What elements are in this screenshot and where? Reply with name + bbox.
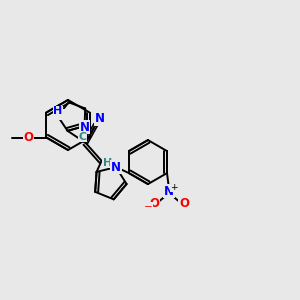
Text: O: O	[179, 196, 189, 210]
Text: N: N	[94, 112, 105, 125]
Text: H: H	[56, 109, 64, 119]
Text: N: N	[80, 121, 90, 134]
Text: H: H	[103, 158, 112, 168]
Text: +: +	[170, 183, 178, 192]
Text: N: N	[164, 184, 174, 198]
Text: N: N	[111, 160, 121, 174]
Text: O: O	[23, 131, 33, 144]
Text: N: N	[54, 113, 55, 114]
Text: O: O	[149, 196, 159, 210]
Text: C: C	[79, 132, 87, 142]
Text: −: −	[144, 202, 152, 212]
Text: H: H	[53, 106, 62, 116]
